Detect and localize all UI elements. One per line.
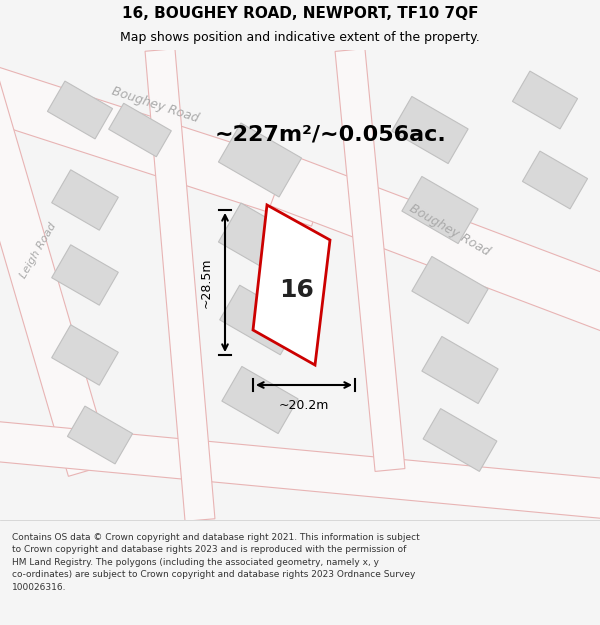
Polygon shape — [523, 151, 587, 209]
Polygon shape — [253, 205, 330, 365]
Polygon shape — [109, 103, 172, 157]
Polygon shape — [412, 256, 488, 324]
PathPatch shape — [0, 54, 112, 476]
PathPatch shape — [270, 154, 600, 346]
Text: Contains OS data © Crown copyright and database right 2021. This information is : Contains OS data © Crown copyright and d… — [0, 624, 1, 625]
Text: Contains OS data © Crown copyright and database right 2021. This information is : Contains OS data © Crown copyright and d… — [12, 532, 420, 592]
Text: Map shows position and indicative extent of the property.: Map shows position and indicative extent… — [120, 31, 480, 44]
Polygon shape — [218, 203, 302, 277]
Text: 16, BOUGHEY ROAD, NEWPORT, TF10 7QF: 16, BOUGHEY ROAD, NEWPORT, TF10 7QF — [122, 6, 478, 21]
Polygon shape — [392, 96, 468, 164]
Text: Boughey Road: Boughey Road — [110, 85, 200, 125]
Polygon shape — [222, 366, 298, 434]
Text: 16: 16 — [279, 278, 314, 302]
Polygon shape — [423, 409, 497, 471]
PathPatch shape — [0, 420, 600, 520]
Polygon shape — [52, 325, 118, 385]
Text: ~20.2m: ~20.2m — [279, 399, 329, 412]
Polygon shape — [402, 176, 478, 244]
Polygon shape — [512, 71, 578, 129]
PathPatch shape — [0, 64, 328, 226]
Text: Leigh Road: Leigh Road — [18, 221, 58, 279]
Polygon shape — [67, 406, 133, 464]
Text: Boughey Road: Boughey Road — [407, 202, 493, 258]
Polygon shape — [220, 285, 301, 355]
PathPatch shape — [335, 49, 405, 471]
Polygon shape — [422, 336, 498, 404]
Text: ~227m²/~0.056ac.: ~227m²/~0.056ac. — [215, 125, 447, 145]
Polygon shape — [52, 245, 118, 305]
Polygon shape — [52, 170, 118, 230]
Text: ~28.5m: ~28.5m — [200, 258, 213, 308]
Polygon shape — [47, 81, 113, 139]
Polygon shape — [218, 123, 302, 197]
PathPatch shape — [145, 49, 215, 521]
